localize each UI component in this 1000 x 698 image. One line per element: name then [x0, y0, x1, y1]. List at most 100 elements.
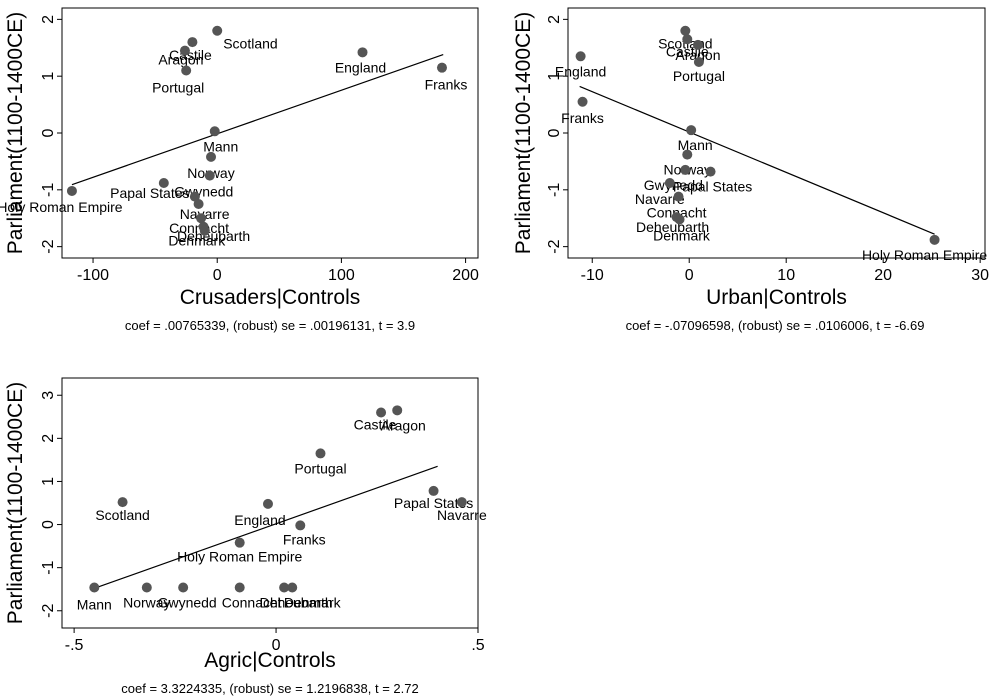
point-england: [262, 498, 273, 509]
y-tick-label: -1: [40, 560, 57, 574]
point-gwynedd: [680, 164, 691, 175]
x-tick-label: 200: [452, 267, 479, 284]
point-label-aragon: Aragon: [158, 52, 203, 68]
point-denmark: [287, 582, 298, 593]
point-papal-states: [158, 178, 169, 188]
point-navarre: [664, 178, 675, 188]
y-tick-label: 2: [40, 15, 57, 24]
point-scotland: [117, 497, 128, 508]
point-aragon: [692, 39, 703, 50]
point-holy-roman-empire: [66, 185, 77, 196]
point-label-portugal: Portugal: [152, 80, 204, 96]
point-label-denmark: Denmark: [284, 594, 342, 610]
point-label-papal-states: Papal States: [394, 495, 473, 511]
point-portugal: [315, 448, 326, 459]
point-label-england: England: [555, 63, 606, 79]
point-mann: [89, 582, 100, 593]
x-tick-label: 0: [213, 267, 222, 284]
y-tick-label: 1: [40, 477, 57, 486]
point-england: [575, 51, 586, 62]
point-deheubarth: [279, 582, 290, 593]
point-denmark: [199, 225, 210, 236]
point-navarre: [456, 497, 467, 508]
y-axis-title: Parliament(1100-1400CE): [512, 12, 535, 254]
x-tick-label: -.5: [65, 637, 84, 654]
point-mann: [209, 126, 220, 137]
x-axis-title: Urban|Controls: [706, 286, 847, 309]
x-tick-label: -100: [77, 267, 109, 284]
point-aragon: [392, 405, 403, 416]
point-connacht: [234, 582, 245, 593]
x-tick-label: 0: [272, 637, 281, 654]
point-label-aragon: Aragon: [381, 417, 426, 433]
x-tick-label: 100: [328, 267, 355, 284]
plot-frame: [567, 7, 986, 259]
point-scotland: [680, 25, 691, 36]
regression-note: coef = 3.3224335, (robust) se = 1.219683…: [121, 681, 418, 696]
point-label-gwynedd: Gwynedd: [158, 594, 217, 610]
point-label-navarre: Navarre: [180, 206, 230, 222]
point-castile: [682, 34, 693, 45]
y-tick-label: 2: [40, 434, 57, 443]
point-norway: [682, 149, 693, 160]
y-tick-label: -1: [546, 183, 563, 197]
panel-agric: -2 -1 0 1 2 3 -.5 0 .5 Parliament(1100-1400CE) Agr…: [4, 377, 487, 696]
point-label-franks: Franks: [425, 77, 468, 93]
x-axis-title: Agric|Controls: [204, 649, 336, 672]
fit-line: [71, 54, 444, 186]
point-label-castile: Castile: [169, 47, 212, 63]
point-label-castile: Castile: [354, 416, 397, 432]
point-scotland: [212, 25, 223, 36]
regression-note: coef = .00765339, (robust) se = .0019613…: [125, 318, 415, 333]
point-gwynedd: [204, 170, 215, 181]
x-tick-label: .5: [471, 637, 484, 654]
point-label-franks: Franks: [283, 531, 326, 547]
point-label-mann: Mann: [203, 138, 238, 154]
point-label-portugal: Portugal: [294, 460, 346, 476]
point-papal-states: [705, 166, 716, 177]
point-portugal: [693, 56, 704, 67]
point-aragon: [179, 45, 190, 56]
point-holy-roman-empire: [234, 537, 245, 548]
x-axis-title: Crusaders|Controls: [180, 286, 361, 309]
point-label-scotland: Scotland: [95, 507, 149, 523]
point-label-deheubarth: Deheubarth: [177, 228, 250, 244]
point-label-papal-states: Papal States: [110, 185, 189, 201]
y-tick-label: 1: [40, 72, 57, 81]
fit-line: [94, 465, 438, 589]
point-castile: [376, 407, 387, 418]
y-tick-label: 2: [546, 15, 563, 24]
point-papal-states: [428, 485, 439, 496]
point-franks: [577, 96, 588, 107]
x-tick-label: 0: [685, 267, 694, 284]
point-label-navarre: Navarre: [437, 507, 487, 523]
fit-line: [579, 85, 935, 235]
y-tick-label: 1: [546, 72, 563, 81]
point-label-england: England: [335, 59, 386, 75]
y-tick-label: 0: [546, 128, 563, 137]
point-label-mann: Mann: [678, 137, 713, 153]
y-tick-label: -2: [40, 604, 57, 618]
point-label-norway: Norway: [123, 594, 170, 610]
point-franks: [436, 62, 447, 73]
point-connacht: [196, 213, 207, 224]
point-label-deheubarth: Deheubarth: [636, 219, 709, 235]
point-norway: [141, 582, 152, 593]
panel-crusaders: -2 -1 0 1 2 -100 0 100 200 Parliament(1100-1400CE…: [0, 7, 479, 333]
point-connacht: [673, 191, 684, 202]
y-tick-label: 0: [40, 128, 57, 137]
y-axis-title: Parliament(1100-1400CE): [4, 12, 27, 254]
point-label-holy-roman-empire: Holy Roman Empire: [177, 549, 302, 565]
point-label-mann: Mann: [77, 596, 112, 612]
point-label-connacht: Connacht: [222, 594, 282, 610]
point-label-deheubarth: Deheubarth: [260, 594, 333, 610]
point-navarre: [193, 199, 204, 210]
point-label-denmark: Denmark: [168, 233, 226, 249]
y-tick-label: -1: [40, 183, 57, 197]
y-tick-label: 0: [40, 520, 57, 529]
point-denmark: [674, 214, 685, 225]
point-castile: [187, 37, 198, 48]
point-holy-roman-empire: [929, 234, 940, 245]
point-label-gwynedd: Gwynedd: [174, 184, 233, 200]
